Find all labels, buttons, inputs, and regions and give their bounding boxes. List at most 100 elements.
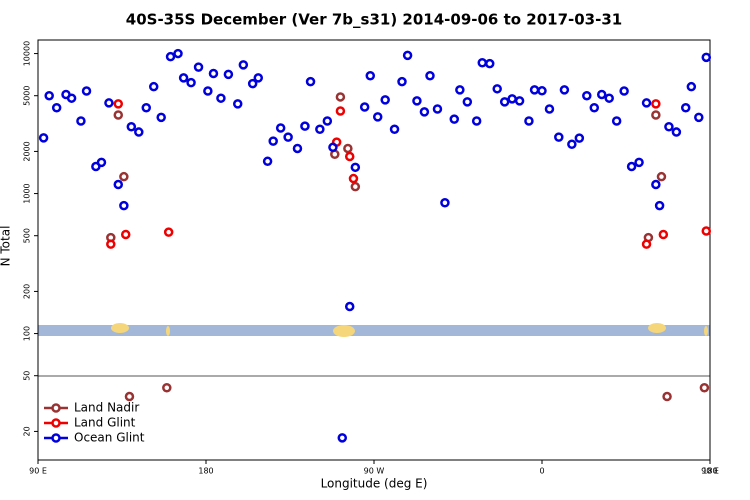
point (173, 48, 183, 59)
point (651, 110, 661, 120)
y-tick-label: 2000 (23, 141, 32, 161)
point (51, 103, 62, 113)
map-strip (38, 325, 710, 336)
point (113, 110, 124, 120)
point (412, 96, 422, 106)
point (514, 96, 525, 106)
point (544, 104, 555, 114)
point (163, 227, 174, 237)
y-tick-label: 500 (23, 228, 32, 243)
point (634, 157, 644, 168)
point (596, 89, 607, 100)
point (66, 93, 77, 103)
point (238, 60, 249, 70)
legend-symbol (51, 418, 61, 428)
point (343, 143, 353, 154)
point (484, 58, 495, 69)
point (208, 68, 219, 79)
point (124, 391, 135, 402)
point (425, 71, 435, 81)
x-tick-label: 0 (539, 467, 544, 476)
point (680, 103, 691, 113)
point (120, 229, 131, 240)
point (389, 124, 400, 135)
point (350, 181, 361, 192)
point (658, 229, 669, 240)
y-axis-label: N Total (0, 226, 13, 267)
point (664, 122, 674, 132)
point (38, 133, 49, 143)
point (344, 301, 355, 312)
legend-symbol (51, 403, 61, 413)
y-tick-label: 100 (23, 326, 32, 341)
x-tick-label: 90 E (29, 467, 47, 476)
point (654, 200, 665, 211)
point (104, 98, 114, 108)
point (402, 50, 413, 61)
point (322, 116, 333, 126)
point (671, 127, 682, 137)
legend-label: Ocean Glint (74, 431, 145, 445)
plot-frame (37, 39, 711, 461)
point (641, 98, 652, 108)
point (686, 81, 697, 92)
point (344, 151, 355, 162)
point (223, 69, 234, 80)
point (372, 112, 383, 122)
y-tick-label: 200 (23, 284, 32, 299)
point (305, 76, 316, 87)
point (359, 102, 370, 112)
point (419, 107, 430, 117)
x-tick-label: 90 E (701, 467, 719, 476)
legend-symbol (51, 433, 61, 443)
point (626, 161, 637, 172)
point (589, 103, 600, 113)
point (216, 93, 226, 103)
point (232, 99, 243, 109)
point (348, 173, 359, 184)
point (300, 121, 310, 131)
point (440, 197, 450, 208)
point (604, 93, 614, 103)
point (455, 85, 465, 95)
point (574, 133, 585, 143)
point (537, 86, 547, 96)
point (507, 94, 517, 104)
point (335, 92, 346, 102)
point (554, 132, 564, 142)
point (113, 99, 124, 109)
point (651, 179, 661, 190)
point (119, 171, 129, 182)
point (701, 52, 712, 63)
point (162, 383, 172, 393)
point (178, 73, 189, 83)
point (165, 51, 176, 62)
point (471, 116, 482, 126)
point (656, 171, 667, 182)
point (126, 122, 137, 132)
point (275, 123, 286, 133)
point (141, 103, 152, 113)
point (694, 112, 704, 123)
point (529, 85, 540, 95)
point (662, 391, 672, 402)
point (350, 162, 361, 173)
point (499, 97, 510, 107)
point (611, 116, 622, 126)
y-tick-label: 10000 (23, 41, 32, 66)
point (106, 239, 116, 249)
x-tick-label: 180 (198, 467, 213, 476)
point (186, 77, 196, 88)
point (492, 84, 502, 94)
point (462, 97, 473, 107)
point (432, 104, 443, 114)
y-tick-label: 1000 (23, 183, 32, 203)
point (119, 200, 129, 211)
point (44, 90, 54, 101)
x-axis-label: Longitude (deg E) (321, 477, 428, 491)
point (292, 143, 303, 154)
point (203, 86, 213, 96)
point (699, 383, 710, 393)
point (449, 114, 460, 124)
